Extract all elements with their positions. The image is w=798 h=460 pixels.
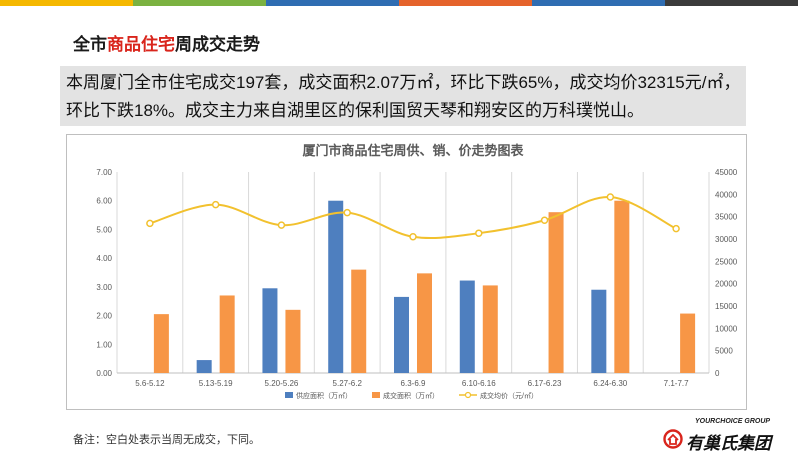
summary-line-2: 环比下跌18%。成交主力来自湖里区的保利国贸天琴和翔安区的万科璞悦山。 [66,101,645,120]
supply-bar [459,280,475,373]
avg-price-point [343,208,351,217]
x-tick-label: 5.27-6.2 [333,379,363,388]
y-right-tick-label: 20000 [715,280,738,289]
stripe-6 [665,0,798,6]
avg-price-point [211,200,220,209]
y-right-tick-label: 40000 [715,190,738,199]
avg-price-point [475,229,483,237]
supply-bar [394,296,409,373]
avg-price-point [409,233,417,241]
y-left-tick-label: 1.00 [96,340,112,349]
legend-swatch [285,392,293,398]
deal-area-bar [153,314,169,373]
chart-container: 厦门市商品住宅周供、销、价走势图表 0.00 1.00 2.00 3.00 4.00 5.0… [66,134,747,410]
footnote: 备注：空白处表示当周无成交，下同。 [73,434,260,446]
chart-legend: 供应面积（万㎡） 成交面积（万㎡） 成交均价（元/㎡） [285,391,538,400]
deal-area-bar [285,309,301,373]
deal-area-bar [614,200,630,373]
stripe-5 [532,0,665,6]
y-right-tick-label: 5000 [715,347,733,356]
x-tick-label: 5.6-5.12 [135,379,165,388]
x-tick-label: 5.13-5.19 [199,379,233,388]
heading-prefix: 全市 [73,35,107,54]
legend-swatch [372,392,380,398]
y-right-tick-label: 0 [715,369,720,378]
stripe-1 [0,0,133,6]
supply-bar [262,288,278,373]
y-left-tick-label: 5.00 [96,225,112,234]
legend-label: 供应面积（万㎡） [296,391,352,400]
x-tick-label: 6.10-6.16 [462,379,496,388]
y-right-tick-label: 45000 [715,168,738,177]
x-tick-label: 7.1-7.7 [664,379,689,388]
supply-bar [328,200,344,373]
y-left-tick-label: 3.00 [96,283,112,292]
stripe-3 [266,0,399,6]
x-tick-label: 5.20-5.26 [265,379,299,388]
y-left-tick-label: 2.00 [96,312,112,321]
chart-title: 厦门市商品住宅周供、销、价走势图表 [302,143,524,158]
logo-mark-icon [663,429,683,449]
y-left-tick-label: 0.00 [96,369,112,378]
deal-area-bar [351,269,367,373]
y-left-tick-label: 7.00 [96,168,112,177]
deal-area-bar [417,273,432,373]
legend-marker [464,391,472,399]
y-left-tick-label: 4.00 [96,254,112,263]
deal-area-bar [680,313,696,373]
y-left-tick-label: 6.00 [96,197,112,206]
logo-name: 有巢氏集团 [686,434,771,453]
avg-price-point [146,219,154,228]
summary-line-1: 本周厦门全市住宅成交197套，成交面积2.07万㎡，环比下跌65%，成交均价32… [66,73,741,92]
y-right-tick-label: 30000 [715,235,738,244]
deal-area-bar [548,212,564,373]
y-right-tick-label: 15000 [715,302,738,311]
supply-bar [591,289,607,373]
supply-bar [196,360,212,373]
y-right-tick-label: 35000 [715,213,738,222]
deal-area-bar [219,295,235,373]
avg-price-point [540,216,549,224]
x-tick-label: 6.17-6.23 [528,379,562,388]
y-right-tick-label: 10000 [715,324,738,333]
avg-price-point [277,221,286,229]
logo-subtitle: YOURCHOICE GROUP [695,418,771,425]
heading-suffix: 周成交走势 [175,35,260,54]
x-tick-label: 6.24-6.30 [593,379,627,388]
supply-sales-price-chart: 厦门市商品住宅周供、销、价走势图表 0.00 1.00 2.00 3.00 4.00 5.0… [96,143,738,400]
summary-box: 本周厦门全市住宅成交197套，成交面积2.07万㎡，环比下跌65%，成交均价32… [60,66,746,126]
legend-label: 成交面积（万㎡） [383,391,439,400]
y-right-tick-label: 25000 [715,257,738,266]
stripe-2 [133,0,266,6]
section-heading: 全市商品住宅周成交走势 [73,30,260,55]
company-logo: YOURCHOICE GROUP 有巢氏集团 [660,418,790,456]
legend-label: 成交均价（元/㎡） [480,391,538,400]
avg-price-point [672,224,680,233]
deal-area-bar [482,285,498,373]
stripe-4 [399,0,532,6]
heading-highlight: 商品住宅 [107,35,175,54]
avg-price-point [606,193,615,201]
x-tick-label: 6.3-6.9 [401,379,426,388]
avg-price-line [149,196,677,240]
